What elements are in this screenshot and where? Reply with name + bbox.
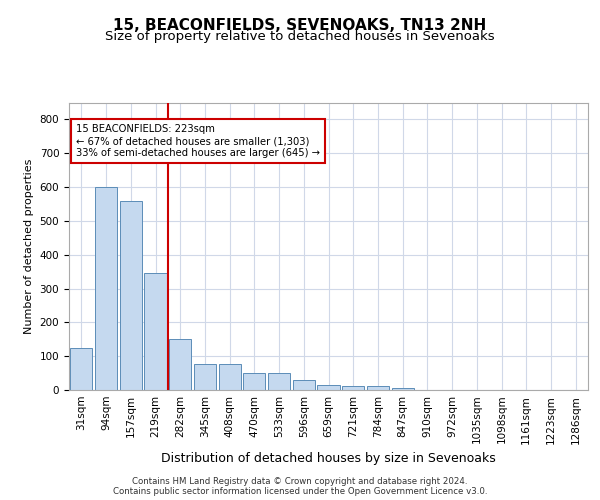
Text: 15, BEACONFIELDS, SEVENOAKS, TN13 2NH: 15, BEACONFIELDS, SEVENOAKS, TN13 2NH <box>113 18 487 32</box>
X-axis label: Distribution of detached houses by size in Sevenoaks: Distribution of detached houses by size … <box>161 452 496 465</box>
Text: 15 BEACONFIELDS: 223sqm
← 67% of detached houses are smaller (1,303)
33% of semi: 15 BEACONFIELDS: 223sqm ← 67% of detache… <box>76 124 320 158</box>
Bar <box>145 274 167 390</box>
Text: Size of property relative to detached houses in Sevenoaks: Size of property relative to detached ho… <box>105 30 495 43</box>
Text: Contains HM Land Registry data © Crown copyright and database right 2024.
Contai: Contains HM Land Registry data © Crown c… <box>113 476 487 496</box>
Bar <box>268 373 290 390</box>
Bar <box>169 340 191 390</box>
Bar <box>243 373 265 390</box>
Y-axis label: Number of detached properties: Number of detached properties <box>24 158 34 334</box>
Bar <box>293 380 315 390</box>
Bar <box>70 348 92 390</box>
Bar <box>95 187 117 390</box>
Bar <box>218 364 241 390</box>
Bar <box>342 386 364 390</box>
Bar <box>119 200 142 390</box>
Bar <box>367 386 389 390</box>
Bar <box>317 385 340 390</box>
Bar <box>392 388 414 390</box>
Bar <box>194 364 216 390</box>
